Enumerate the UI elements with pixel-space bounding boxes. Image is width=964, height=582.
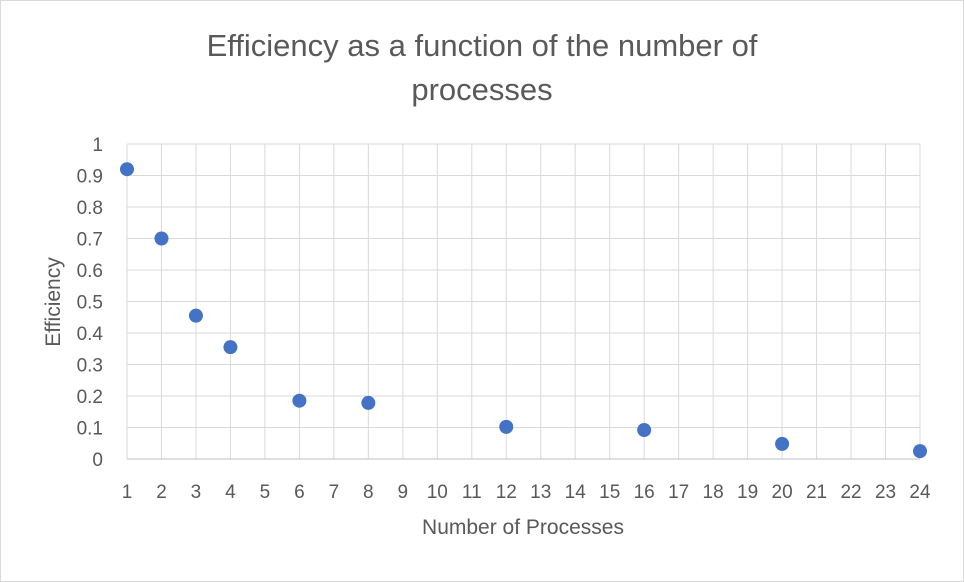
x-tick-label: 8 (363, 482, 374, 503)
data-point (361, 395, 376, 410)
x-tick-label: 12 (496, 482, 517, 503)
x-tick-label: 19 (737, 482, 758, 503)
x-tick-label: 23 (875, 482, 896, 503)
x-tick-label: 3 (191, 482, 202, 503)
data-point (120, 162, 134, 177)
x-tick-label: 2 (156, 482, 167, 503)
data-points (120, 162, 927, 459)
data-point (154, 231, 169, 246)
data-point (223, 340, 238, 355)
data-point (775, 436, 790, 451)
chart-title-line-2: processes (411, 72, 553, 107)
data-point (913, 444, 927, 459)
x-axis-label: Number of Processes (422, 516, 624, 539)
data-point (292, 393, 307, 408)
y-tick-label: 0.3 (77, 356, 103, 377)
x-tick-label: 6 (294, 482, 305, 503)
y-tick-label: 0.2 (77, 387, 103, 408)
data-point (499, 419, 514, 434)
y-tick-label: 0.6 (77, 261, 103, 282)
chart-title: Efficiency as a function of the number o… (0, 24, 964, 112)
x-tick-label: 18 (703, 482, 724, 503)
x-tick-labels: 1 2 3 4 5 6 7 8 9 10 11 12 13 14 15 16 17 18 19 20 21 22 23 24 (122, 482, 931, 503)
grid-lines (126, 143, 921, 460)
data-point (188, 308, 203, 323)
x-tick-label: 7 (329, 482, 340, 503)
y-tick-label: 0.1 (77, 419, 103, 440)
x-tick-label: 1 (122, 482, 133, 503)
y-tick-label: 1 (92, 135, 103, 156)
y-axis-label: Efficiency (42, 257, 65, 347)
y-tick-labels: 0 0.1 0.2 0.3 0.4 0.5 0.6 0.7 0.8 0.9 1 (77, 135, 104, 471)
x-tick-label: 14 (565, 482, 587, 503)
y-tick-label: 0.7 (77, 230, 103, 251)
data-point (637, 423, 652, 438)
y-tick-label: 0.9 (77, 167, 103, 188)
x-tick-label: 13 (530, 482, 551, 503)
x-tick-label: 4 (225, 482, 236, 503)
y-tick-label: 0 (92, 450, 103, 471)
x-tick-label: 22 (840, 482, 861, 503)
x-tick-label: 9 (398, 482, 409, 503)
y-tick-label: 0.8 (77, 198, 103, 219)
y-tick-label: 0.5 (77, 293, 103, 314)
y-tick-label: 0.4 (77, 324, 104, 345)
x-tick-label: 20 (772, 482, 793, 503)
x-tick-label: 17 (668, 482, 689, 503)
x-tick-label: 21 (806, 482, 827, 503)
x-tick-label: 16 (634, 482, 655, 503)
x-tick-label: 11 (462, 482, 482, 503)
chart-title-line-1: Efficiency as a function of the number o… (206, 28, 758, 63)
x-tick-label: 5 (260, 482, 271, 503)
x-tick-label: 10 (427, 482, 448, 503)
x-tick-label: 15 (599, 482, 620, 503)
x-tick-label: 24 (909, 482, 931, 503)
